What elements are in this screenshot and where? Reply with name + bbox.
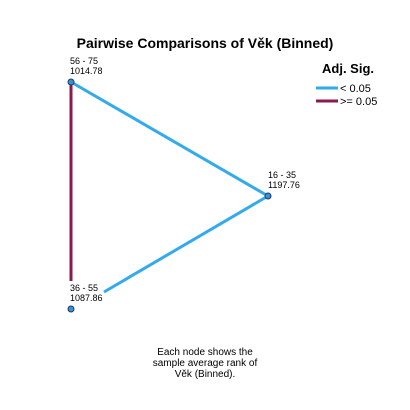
node-marker	[67, 78, 75, 86]
legend-label-not-significant: >= 0.05	[340, 96, 377, 108]
edges-layer	[69, 80, 269, 294]
node-rank-label: 1014.78	[70, 66, 103, 76]
legend: Adj. Sig. < 0.05 >= 0.05	[316, 61, 377, 108]
node-rank-label: 1087.86	[70, 293, 103, 303]
node-range-label: 36 - 55	[70, 283, 98, 293]
legend-title: Adj. Sig.	[322, 61, 374, 76]
caption: Each node shows the sample average rank …	[153, 347, 258, 380]
edge-n16-n36	[103, 194, 269, 294]
caption-line-3: Věk (Binned).	[175, 369, 236, 380]
chart-title: Pairwise Comparisons of Věk (Binned)	[77, 35, 334, 51]
node-marker	[67, 305, 75, 313]
node-marker	[264, 192, 272, 200]
node-range-label: 56 - 75	[70, 56, 98, 66]
caption-line-1: Each node shows the	[157, 347, 253, 358]
legend-label-significant: < 0.05	[340, 83, 371, 95]
node-range-label: 16 - 35	[268, 170, 296, 180]
caption-line-2: sample average rank of	[153, 358, 258, 369]
node-rank-label: 1197.76	[268, 180, 300, 190]
edge-n56-n16	[70, 80, 269, 198]
